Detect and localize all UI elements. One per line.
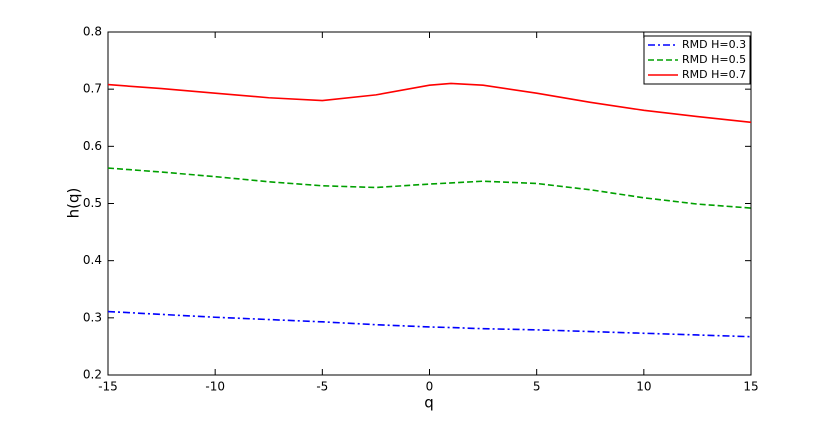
series-line xyxy=(107,82,752,124)
y-tick-label: 0.8 xyxy=(83,25,102,39)
y-tick-label: 0.4 xyxy=(83,253,102,267)
y-tick-label: 0.6 xyxy=(83,139,102,153)
y-axis-label: h(q) xyxy=(65,188,83,219)
x-tick-label: -5 xyxy=(316,380,328,394)
y-tick-label: 0.7 xyxy=(83,82,102,96)
x-tick-label: -10 xyxy=(205,380,225,394)
y-tick-label: 0.2 xyxy=(83,368,102,382)
x-axis-label: q xyxy=(424,394,434,412)
x-tick-label: 5 xyxy=(533,380,541,394)
legend-label: RMD H=0.3 xyxy=(682,38,746,51)
y-tick-label: 0.3 xyxy=(83,310,102,324)
series-line xyxy=(107,310,752,338)
x-tick-label: 15 xyxy=(743,380,758,394)
x-tick-label: -15 xyxy=(98,380,118,394)
x-tick-label: 10 xyxy=(636,380,651,394)
legend-label: RMD H=0.5 xyxy=(682,53,746,66)
legend-label: RMD H=0.7 xyxy=(682,68,746,81)
series-line xyxy=(107,167,752,209)
y-tick-label: 0.5 xyxy=(83,196,102,210)
x-tick-label: 0 xyxy=(426,380,434,394)
